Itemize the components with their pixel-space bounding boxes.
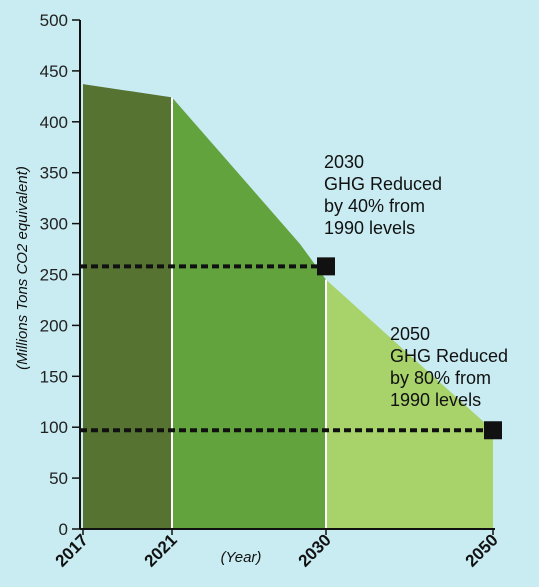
x-ticks: 2017 2021 2030 2050 xyxy=(52,529,502,571)
area-segment-2030-2050 xyxy=(326,279,493,529)
y-ticks: 0 50 100 150 200 250 300 350 400 450 500 xyxy=(40,11,80,539)
annotation-2050: 2050 GHG Reduced by 80% from 1990 levels xyxy=(390,324,508,410)
target-markers xyxy=(80,257,502,440)
target-marker-2050 xyxy=(484,421,502,440)
target-annotations: 2030 GHG Reduced by 40% from 1990 levels 205… xyxy=(324,152,508,410)
y-axis-label: (Millions Tons CO2 equivalent) xyxy=(14,166,31,370)
annotation-2030: 2030 GHG Reduced by 40% from 1990 levels xyxy=(324,152,442,238)
y-tick-label: 350 xyxy=(40,164,68,183)
x-tick-label: 2021 xyxy=(141,530,181,570)
y-tick-label: 400 xyxy=(40,113,68,132)
x-axis-label: (Year) xyxy=(221,549,262,566)
y-tick-label: 0 xyxy=(59,520,68,539)
y-tick-label: 300 xyxy=(40,215,68,234)
area-segment-2017-2021 xyxy=(83,84,172,529)
y-tick-label: 250 xyxy=(40,266,68,285)
target-marker-2030 xyxy=(317,257,335,276)
x-tick-label: 2050 xyxy=(462,530,502,570)
y-tick-label: 500 xyxy=(40,11,68,30)
area-segments xyxy=(83,84,493,530)
y-tick-label: 150 xyxy=(40,367,68,386)
y-tick-label: 100 xyxy=(40,418,68,437)
y-tick-label: 450 xyxy=(40,62,68,81)
y-tick-label: 50 xyxy=(49,469,68,488)
y-tick-label: 200 xyxy=(40,316,68,335)
segment-dividers xyxy=(171,97,327,529)
area-segment-2021-2030 xyxy=(172,97,326,530)
x-tick-label: 2030 xyxy=(295,530,335,570)
